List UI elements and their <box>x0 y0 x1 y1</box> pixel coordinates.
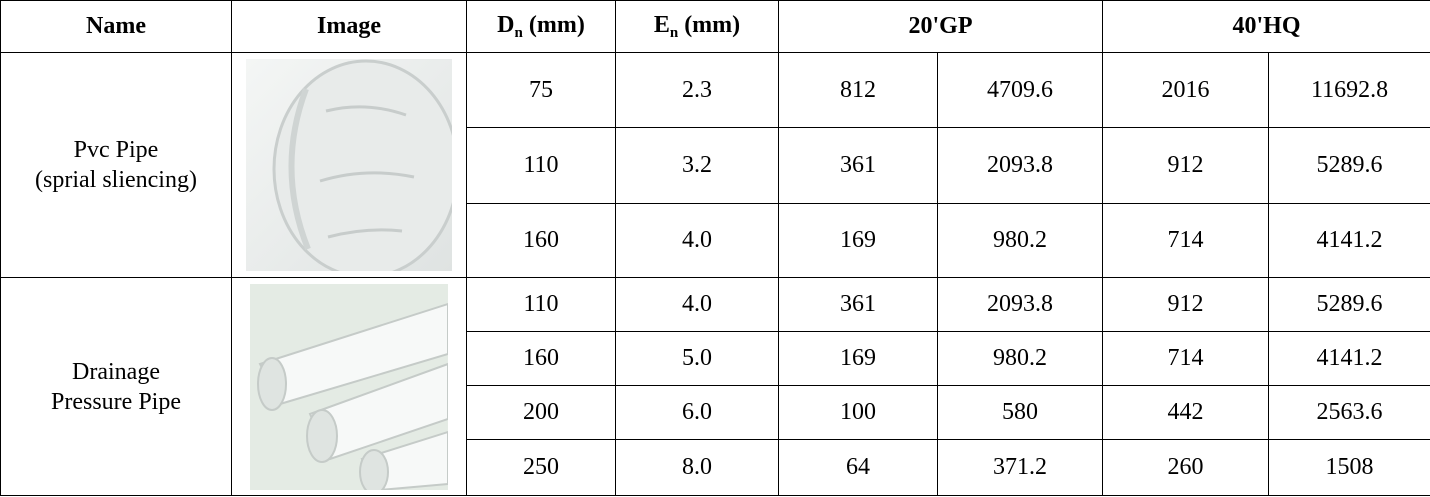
name-line: Pvc Pipe <box>73 137 159 163</box>
value-cell: 4.0 <box>615 277 779 332</box>
value-cell: 912 <box>1102 127 1269 204</box>
value-cell: 160 <box>466 203 616 278</box>
data-row: Drainage Pressure Pipe 110 4.0 361 2093.8 912… <box>0 277 1430 496</box>
data-row: Pvc Pipe (sprial sliencing) 75 2.3 812 4709.… <box>0 52 1430 278</box>
header-unit: (mm) <box>528 11 585 38</box>
pvc-spiral-pipe-image <box>246 59 452 271</box>
header-cell: 40'HQ <box>1101 0 1430 53</box>
value-cell: 980.2 <box>937 331 1103 386</box>
value-cell: 4.0 <box>615 203 779 278</box>
value-cell: 6.0 <box>615 385 779 440</box>
value-cell: 4709.6 <box>937 52 1103 128</box>
value-cell: 5289.6 <box>1267 277 1430 332</box>
value-cell: 169 <box>778 331 938 386</box>
header-cell: Image <box>231 0 467 53</box>
data-row: 250 8.0 64 371.2 260 1508 <box>1 439 1430 496</box>
value-cell: 980.2 <box>937 203 1103 278</box>
value-cell: 260 <box>1102 439 1269 496</box>
header-subscript: n <box>669 24 679 41</box>
value-cell: 4141.2 <box>1267 331 1430 386</box>
header-row: Name Image Dn (mm) En (mm) 20'GP 40'HQ <box>0 0 1430 53</box>
drainage-pipe-image <box>250 283 448 490</box>
value-cell: 3.2 <box>615 127 779 204</box>
value-cell: 160 <box>466 331 616 386</box>
image-cell <box>231 277 467 496</box>
value-cell: 110 <box>466 127 616 204</box>
header-cell: Name <box>0 0 232 53</box>
data-row: 160 4.0 169 980.2 714 4141.2 <box>1 203 1430 278</box>
header-unit: (mm) <box>684 11 741 38</box>
image-cell <box>231 52 467 278</box>
value-cell: 2093.8 <box>937 277 1103 332</box>
value-cell: 912 <box>1102 277 1269 332</box>
value-cell: 5289.6 <box>1267 127 1430 204</box>
value-cell: 5.0 <box>615 331 779 386</box>
header-symbol: E <box>653 11 670 38</box>
value-cell: 361 <box>778 127 938 204</box>
value-cell: 812 <box>778 52 938 128</box>
header-subscript: n <box>514 24 523 41</box>
value-cell: 75 <box>466 52 616 128</box>
value-cell: 1508 <box>1267 439 1430 496</box>
header-cell: Dn (mm) <box>466 0 616 53</box>
name-line: Drainage <box>72 358 160 385</box>
value-cell: 361 <box>778 277 938 332</box>
header-symbol: D <box>497 11 515 38</box>
value-cell: 4141.2 <box>1267 203 1430 278</box>
value-cell: 2563.6 <box>1267 385 1430 440</box>
value-cell: 442 <box>1102 385 1269 440</box>
value-cell: 2016 <box>1102 52 1269 128</box>
name-line: (sprial sliencing) <box>35 167 197 193</box>
header-cell: 20'GP <box>778 0 1103 53</box>
name-line: Pressure Pipe <box>51 388 181 415</box>
value-cell: 2093.8 <box>937 127 1103 204</box>
value-cell: 580 <box>937 385 1103 440</box>
value-cell: 64 <box>778 439 938 496</box>
value-cell: 2.3 <box>615 52 779 128</box>
value-cell: 371.2 <box>937 439 1103 496</box>
value-cell: 11692.8 <box>1267 52 1430 128</box>
name-cell: Pvc Pipe (sprial sliencing) <box>0 52 232 278</box>
value-cell: 169 <box>778 203 938 278</box>
value-cell: 714 <box>1102 331 1269 386</box>
value-cell: 200 <box>466 385 616 440</box>
value-cell: 714 <box>1102 203 1269 278</box>
data-row: 200 6.0 100 580 442 2563.6 <box>1 385 1430 440</box>
value-cell: 250 <box>466 439 616 496</box>
data-row: 160 5.0 169 980.2 714 4141.2 <box>1 331 1430 386</box>
value-cell: 100 <box>778 385 938 440</box>
value-cell: 8.0 <box>615 439 779 496</box>
name-cell: Drainage Pressure Pipe <box>0 277 232 496</box>
header-cell: En (mm) <box>615 0 779 53</box>
value-cell: 110 <box>466 277 616 332</box>
